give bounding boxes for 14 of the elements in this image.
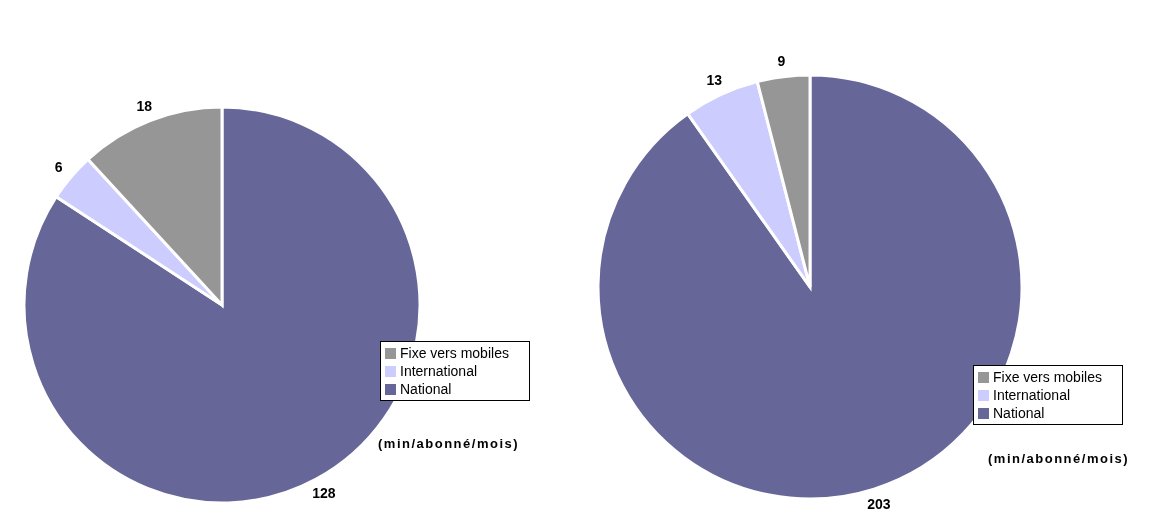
data-label: 18 [136,97,153,114]
data-label: 128 [312,485,336,502]
legend-label: International [400,363,478,379]
legend-label: Fixe vers mobiles [400,345,509,361]
data-label: 6 [54,158,63,175]
text: (min/abonné/mois) [988,451,1130,466]
text: (min/abonné/mois) [378,436,520,451]
data-label: 9 [777,52,786,69]
legend-label: Fixe vers mobiles [993,369,1102,385]
legend-label: National [400,381,452,397]
data-label: 13 [706,72,723,89]
legend-label: National [993,405,1045,421]
legend-label: International [993,387,1071,403]
data-label: 203 [867,496,891,511]
